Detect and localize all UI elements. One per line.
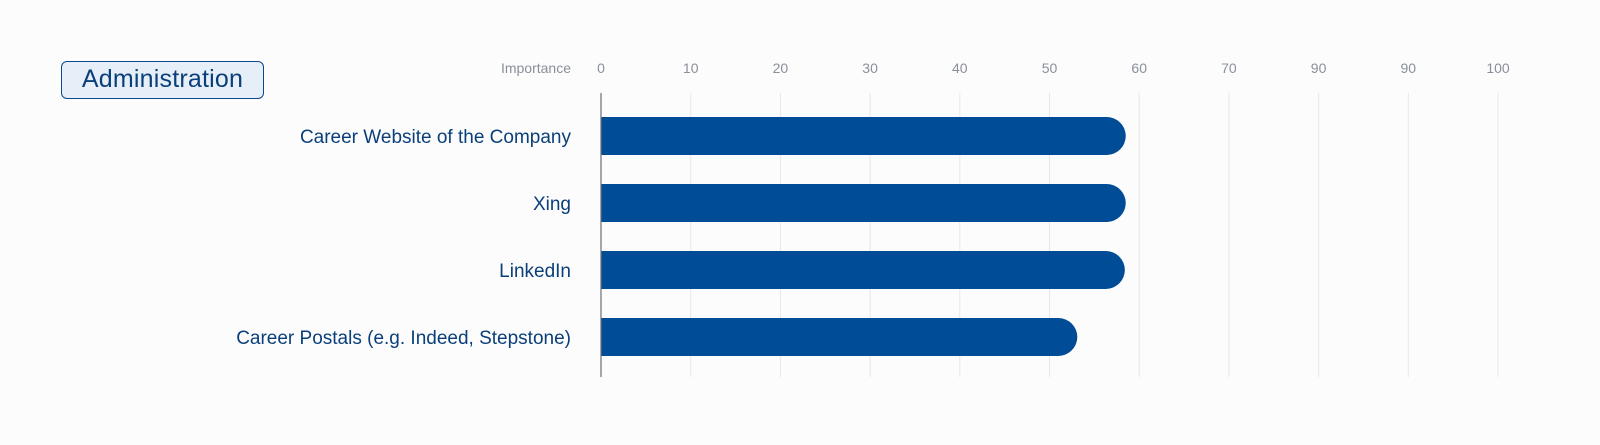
category-label: Career Postals (e.g. Indeed, Stepstone) xyxy=(236,328,571,349)
x-tick-label: 70 xyxy=(1221,60,1237,76)
x-tick-label: 20 xyxy=(773,60,789,76)
section-tag: Administration xyxy=(61,61,264,99)
x-tick-label: 50 xyxy=(1042,60,1058,76)
bar[interactable] xyxy=(601,318,1078,356)
category-label: Career Website of the Company xyxy=(300,127,572,148)
bar[interactable] xyxy=(601,251,1125,289)
x-tick-label: 10 xyxy=(683,60,699,76)
x-tick-label: 40 xyxy=(952,60,968,76)
category-label: LinkedIn xyxy=(499,261,571,282)
bar[interactable] xyxy=(601,184,1126,222)
bars xyxy=(601,117,1126,356)
x-tick-label: 100 xyxy=(1486,60,1510,76)
category-labels: Career Website of the Company Xing LinkedI… xyxy=(236,127,571,349)
x-tick-label: 90 xyxy=(1401,60,1417,76)
x-tick-label: 90 xyxy=(1311,60,1327,76)
x-axis-label: Importance xyxy=(501,60,571,76)
x-tick-label: 0 xyxy=(597,60,605,76)
category-label: Xing xyxy=(533,194,571,215)
bar[interactable] xyxy=(601,117,1126,155)
x-tick-label: 30 xyxy=(862,60,878,76)
x-tick-label: 60 xyxy=(1131,60,1147,76)
x-axis-ticks: Importance 0 10 20 30 40 50 60 70 90 90 100 xyxy=(501,60,1510,76)
